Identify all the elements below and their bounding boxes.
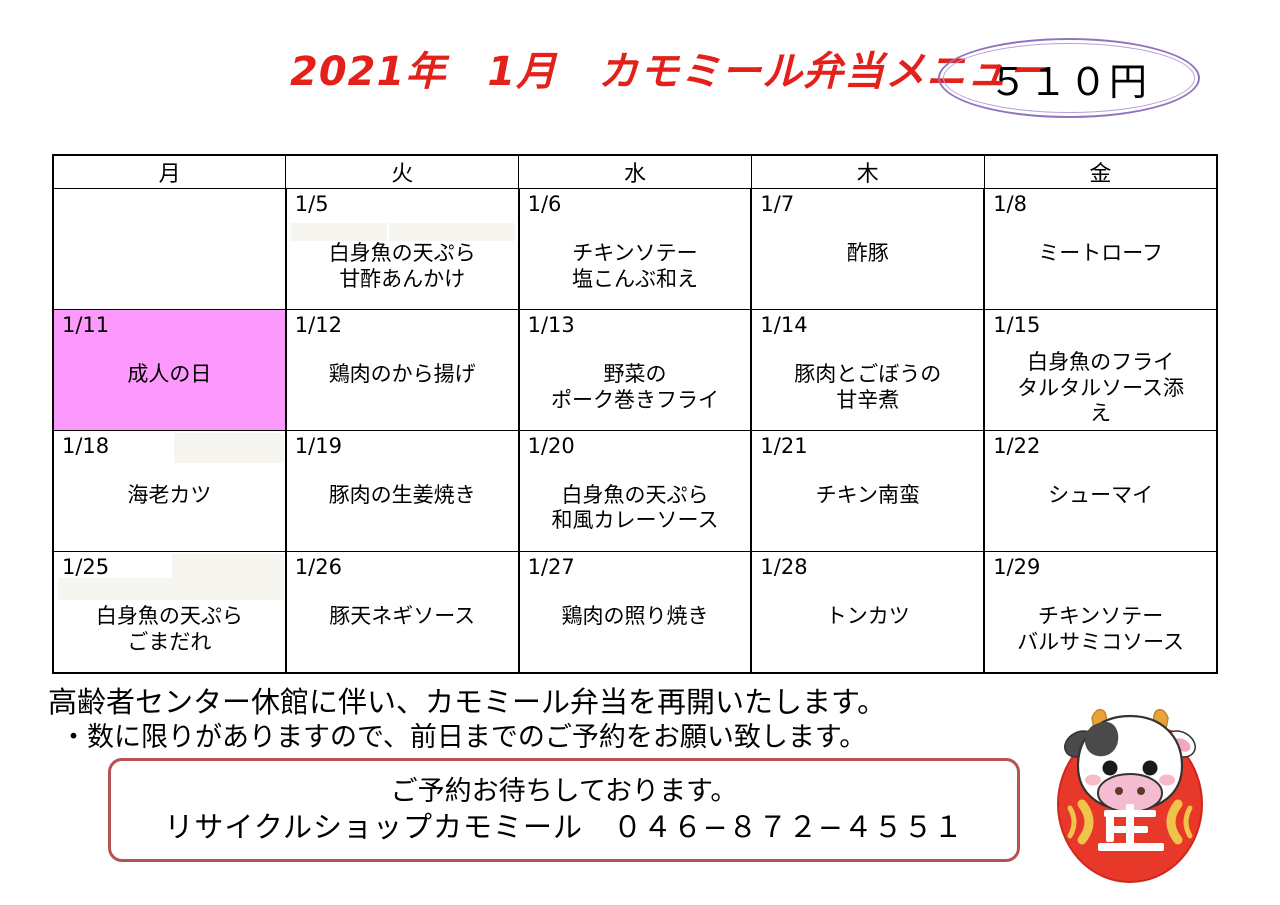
cell-dish: チキンソテー 塩こんぶ和え: [571, 241, 698, 291]
cell-shading-artifact: [172, 554, 284, 578]
table-row: 1/11 成人の日 1/12 鶏肉のから揚げ 1/13 野菜の ポーク巻きフライ…: [52, 309, 1218, 431]
cell-date: 1/19: [294, 434, 342, 458]
menu-cell-holiday: 1/11 成人の日: [52, 309, 287, 431]
cell-date: 1/26: [294, 555, 342, 579]
cell-date: 1/27: [527, 555, 575, 579]
cell-date: 1/8: [993, 192, 1027, 216]
menu-cell: 1/29 チキンソテー バルサミコソース: [983, 551, 1218, 674]
table-header-row: 月 火 水 木 金: [52, 154, 1218, 189]
menu-cell: 1/25 白身魚の天ぷら ごまだれ: [52, 551, 287, 674]
cell-dish: チキンソテー バルサミコソース: [1017, 604, 1185, 654]
cell-shading-artifact: [290, 223, 387, 241]
table-row: 1/25 白身魚の天ぷら ごまだれ 1/26 豚天ネギソース 1/27 鶏肉の照…: [52, 551, 1218, 674]
page-title: 2021年 1月 カモミール弁当メニュー: [290, 49, 1050, 95]
cell-dish: 酢豚: [846, 241, 889, 265]
cell-date: 1/20: [527, 434, 575, 458]
notice-reopen: 高齢者センター休館に伴い、カモミール弁当を再開いたします。: [48, 685, 887, 719]
day-header-wed: 水: [518, 154, 752, 189]
menu-cell: 1/27 鶏肉の照り焼き: [517, 551, 753, 674]
cell-date: 1/29: [993, 555, 1041, 579]
cell-dish-holiday: 成人の日: [127, 362, 212, 386]
cell-date: 1/6: [527, 192, 562, 216]
menu-cell: [52, 188, 287, 310]
cell-date: 1/18: [62, 434, 110, 458]
cell-dish: 豚肉の生姜焼き: [328, 483, 476, 507]
cell-dish: シューマイ: [1048, 483, 1154, 507]
cell-shading-artifact: [58, 578, 284, 600]
contact-shop-and-phone: リサイクルショップカモミール ０４６−８７２−４５５１: [164, 809, 964, 844]
day-header-mon: 月: [52, 154, 287, 189]
cell-dish: 白身魚の天ぷら 和風カレーソース: [551, 483, 719, 532]
cell-shading-artifact: [388, 223, 515, 241]
menu-cell: 1/6 チキンソテー 塩こんぶ和え: [517, 188, 753, 310]
cell-date: 1/14: [760, 313, 808, 337]
cell-date: 1/13: [527, 313, 575, 337]
table-row: 1/18 海老カツ 1/19 豚肉の生姜焼き 1/20 白身魚の天ぷら 和風カレ…: [52, 430, 1218, 552]
price-text: ５１０円: [988, 59, 1149, 104]
menu-cell: 1/19 豚肉の生姜焼き: [284, 430, 520, 552]
cell-date: 1/22: [993, 434, 1041, 458]
menu-cell: 1/13 野菜の ポーク巻きフライ: [517, 309, 753, 431]
cell-date: 1/25: [62, 555, 110, 579]
day-header-thu: 木: [750, 154, 985, 189]
cell-date: 1/5: [294, 192, 329, 216]
cell-date: 1/7: [760, 192, 795, 216]
menu-cell: 1/26 豚天ネギソース: [284, 551, 520, 674]
menu-cell: 1/14 豚肉とごぼうの 甘辛煮: [750, 309, 986, 431]
menu-cell: 1/20 白身魚の天ぷら 和風カレーソース: [517, 430, 753, 552]
day-header-tue: 火: [285, 154, 520, 189]
cell-dish: チキン南蛮: [815, 483, 920, 507]
cell-date: 1/11: [62, 313, 110, 337]
cell-dish: 鶏肉の照り焼き: [561, 604, 709, 628]
notice-reservation: ・数に限りがありますので、前日までのご予約をお願い致します。: [60, 722, 867, 753]
cell-dish: 白身魚の天ぷら 甘酢あんかけ: [328, 241, 476, 291]
contact-box: ご予約お待ちしております。 リサイクルショップカモミール ０４６−８７２−４５５…: [108, 758, 1020, 862]
menu-cell: 1/22 シューマイ: [983, 430, 1218, 552]
menu-cell: 1/21 チキン南蛮: [750, 430, 986, 552]
ox-daruma-illustration: [1030, 700, 1230, 890]
cell-dish: 豚天ネギソース: [329, 604, 476, 628]
cell-dish: 海老カツ: [127, 483, 212, 507]
menu-cell: 1/5 白身魚の天ぷら 甘酢あんかけ: [284, 188, 520, 310]
menu-cell: 1/18 海老カツ: [52, 430, 287, 552]
cell-dish: 鶏肉のから揚げ: [328, 362, 476, 386]
menu-cell: 1/8 ミートローフ: [983, 188, 1218, 310]
cell-date: 1/12: [294, 313, 342, 337]
cell-dish: トンカツ: [825, 604, 910, 628]
cell-dish: ミートローフ: [1038, 241, 1163, 265]
cell-date: 1/28: [760, 555, 808, 579]
menu-calendar-table: 月 火 水 木 金 1/5 白身魚の天ぷら 甘酢あんかけ: [52, 154, 1218, 674]
menu-cell: 1/12 鶏肉のから揚げ: [284, 309, 520, 431]
cell-dish: 白身魚のフライ タルタルソース添 え: [1017, 350, 1185, 426]
cell-date: 1/21: [760, 434, 808, 458]
menu-cell: 1/15 白身魚のフライ タルタルソース添 え: [983, 309, 1218, 431]
page-header: 2021年 1月 カモミール弁当メニュー ５１０円: [0, 0, 1280, 140]
contact-greeting: ご予約お待ちしております。: [390, 775, 738, 807]
price-badge: ５１０円: [938, 38, 1200, 118]
cell-dish: 豚肉とごぼうの 甘辛煮: [794, 362, 942, 412]
day-header-fri: 金: [983, 154, 1218, 189]
menu-cell: 1/7 酢豚: [750, 188, 986, 310]
menu-cell: 1/28 トンカツ: [750, 551, 986, 674]
cell-dish: 野菜の ポーク巻きフライ: [550, 362, 719, 412]
cell-date: 1/15: [993, 313, 1041, 337]
cell-shading-artifact: [174, 433, 284, 463]
cell-dish: 白身魚の天ぷら ごまだれ: [95, 604, 243, 654]
table-row: 1/5 白身魚の天ぷら 甘酢あんかけ 1/6 チキンソテー 塩こんぶ和え 1/7…: [52, 188, 1218, 310]
